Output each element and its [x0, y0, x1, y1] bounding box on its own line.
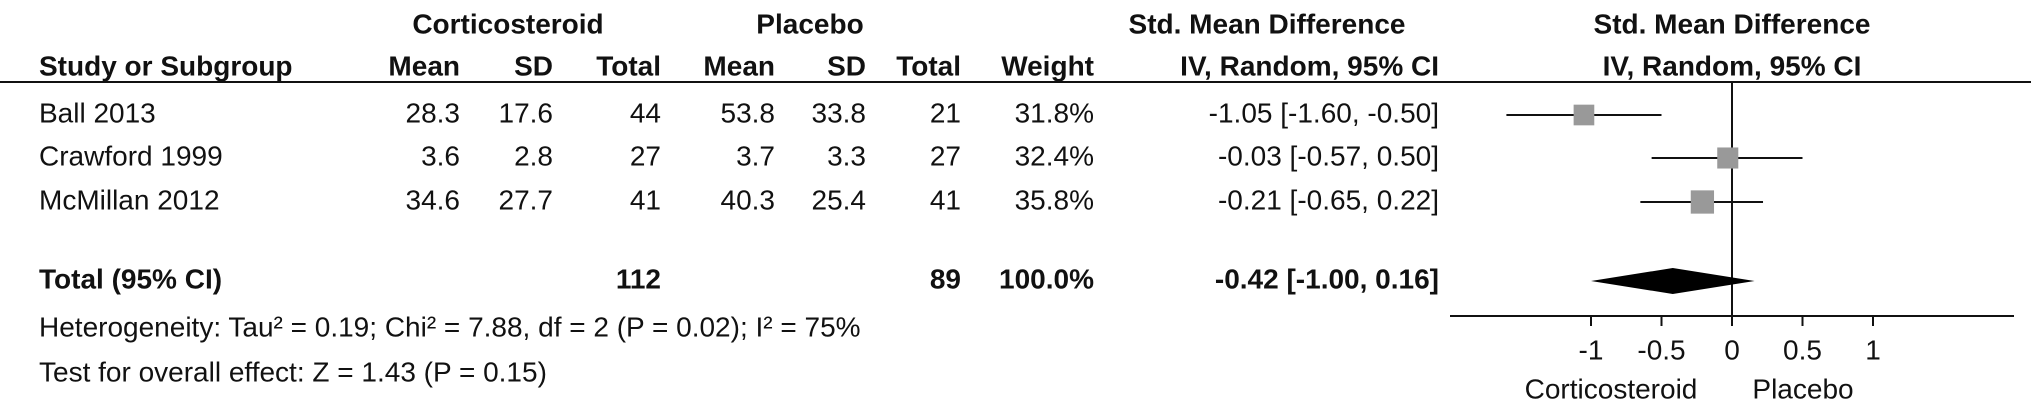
- study-name: Crawford 1999: [39, 140, 223, 171]
- study-cell: 41: [930, 184, 961, 215]
- study-name: McMillan 2012: [39, 184, 220, 215]
- study-cell: 41: [630, 184, 661, 215]
- study-cell: 25.4: [812, 184, 867, 215]
- x-tick-label: -1: [1579, 334, 1604, 365]
- study-cell: 27: [930, 140, 961, 171]
- method-header: IV, Random, 95% CI: [1180, 50, 1439, 81]
- x-tick-label: 0.5: [1783, 334, 1822, 365]
- column-header: SD: [827, 50, 866, 81]
- study-cell: 27: [630, 140, 661, 171]
- x-tick-label: 0: [1724, 334, 1740, 365]
- study-cell: 33.8: [812, 97, 867, 128]
- x-tick-label: -0.5: [1637, 334, 1685, 365]
- favours-right: Placebo: [1752, 373, 1853, 404]
- x-tick-label: 1: [1865, 334, 1881, 365]
- estimate-square: [1573, 104, 1595, 126]
- total-count: 89: [930, 263, 961, 294]
- overall-effect: Test for overall effect: Z = 1.43 (P = 0…: [39, 356, 547, 387]
- total-ci: -0.42 [-1.00, 0.16]: [1215, 263, 1439, 294]
- plot-method-header: IV, Random, 95% CI: [1603, 50, 1862, 81]
- study-cell: 3.6: [421, 140, 460, 171]
- column-header: Weight: [1001, 50, 1094, 81]
- column-header: Mean: [703, 50, 775, 81]
- study-cell: 40.3: [721, 184, 776, 215]
- study-cell: 3.7: [736, 140, 775, 171]
- estimate-square: [1717, 147, 1739, 169]
- total-weight: 100.0%: [999, 263, 1094, 294]
- study-cell: 34.6: [406, 184, 461, 215]
- study-name: Ball 2013: [39, 97, 156, 128]
- study-ci: -0.03 [-0.57, 0.50]: [1218, 140, 1439, 171]
- total-name: Total (95% CI): [39, 263, 222, 294]
- group2-header: Placebo: [756, 8, 863, 39]
- total-diamond: [1591, 268, 1755, 294]
- estimate-square: [1690, 190, 1715, 214]
- study-cell: 3.3: [827, 140, 866, 171]
- column-header: Mean: [388, 50, 460, 81]
- column-header: Total: [896, 50, 961, 81]
- study-ci: -1.05 [-1.60, -0.50]: [1209, 97, 1439, 128]
- study-cell: 27.7: [499, 184, 554, 215]
- study-cell: 44: [630, 97, 661, 128]
- study-cell: 53.8: [721, 97, 776, 128]
- column-header: Total: [596, 50, 661, 81]
- effect-header: Std. Mean Difference: [1129, 8, 1406, 39]
- study-cell: 2.8: [514, 140, 553, 171]
- study-ci: -0.21 [-0.65, 0.22]: [1218, 184, 1439, 215]
- heterogeneity: Heterogeneity: Tau² = 0.19; Chi² = 7.88,…: [39, 311, 861, 342]
- study-cell: 17.6: [499, 97, 554, 128]
- study-cell: 28.3: [406, 97, 461, 128]
- study-header: Study or Subgroup: [39, 50, 293, 81]
- study-weight: 35.8%: [1015, 184, 1094, 215]
- group1-header: Corticosteroid: [412, 8, 603, 39]
- study-cell: 21: [930, 97, 961, 128]
- study-weight: 31.8%: [1015, 97, 1094, 128]
- plot-header: Std. Mean Difference: [1594, 8, 1871, 39]
- column-header: SD: [514, 50, 553, 81]
- favours-left: Corticosteroid: [1525, 373, 1698, 404]
- total-count: 112: [616, 263, 661, 294]
- study-weight: 32.4%: [1015, 140, 1094, 171]
